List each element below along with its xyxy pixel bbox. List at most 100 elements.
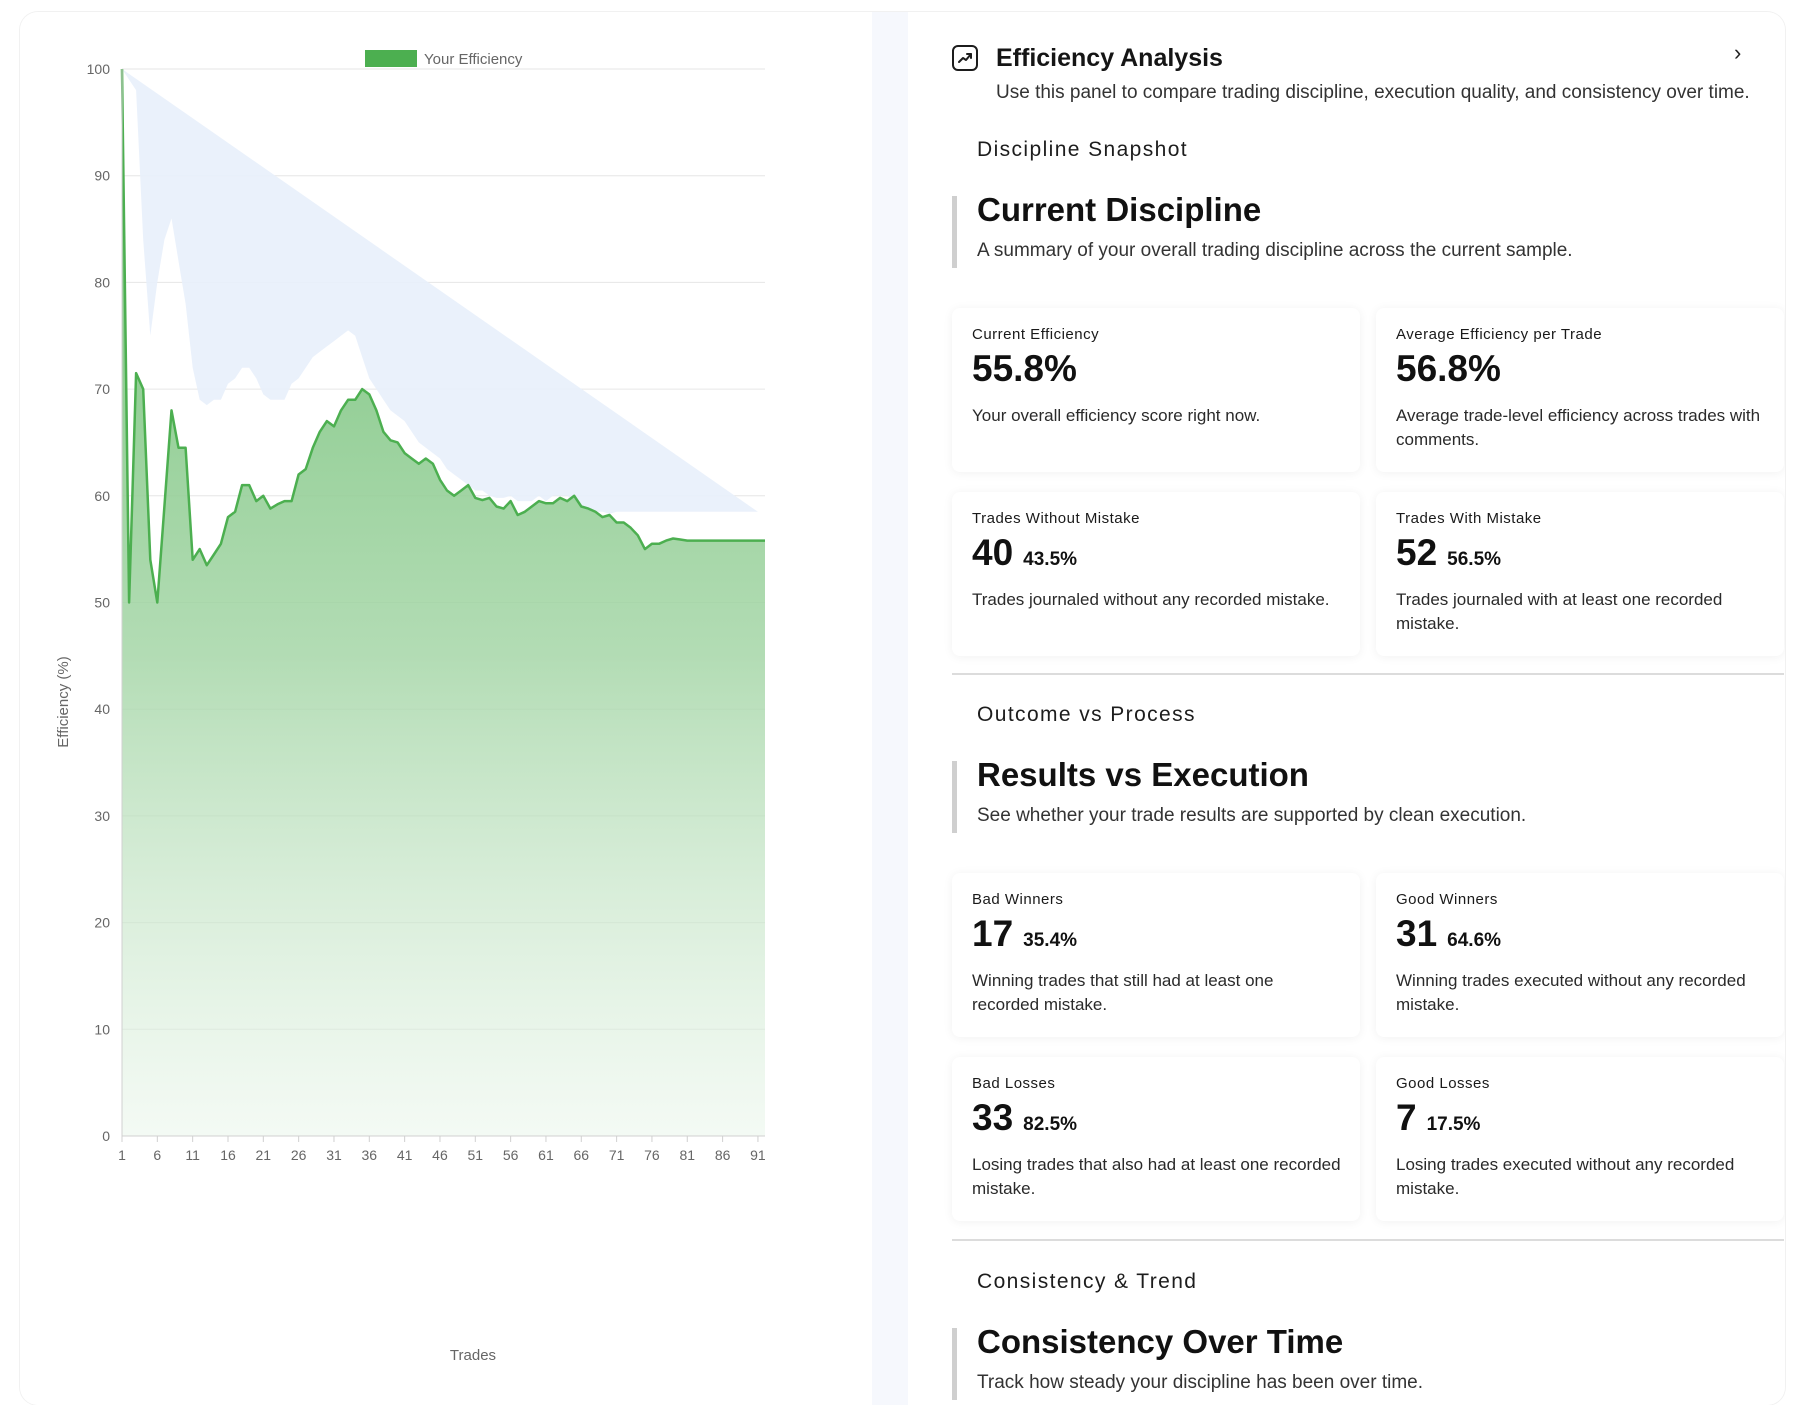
card-value: 17 35.4%	[972, 913, 1077, 955]
card-percent: 35.4%	[1023, 930, 1078, 951]
card-number: 31	[1396, 913, 1438, 954]
x-tick-label: 26	[291, 1147, 307, 1163]
efficiency-area	[122, 69, 765, 1136]
current-efficiency-card: Current Efficiency 55.8% Your overall ef…	[952, 308, 1360, 472]
discipline-section: Discipline Snapshot Current Discipline A…	[952, 138, 1784, 658]
y-axis-title: Efficiency (%)	[55, 656, 72, 747]
card-value: 55.8%	[972, 348, 1077, 390]
x-tick-label: 11	[185, 1147, 200, 1163]
card-number: 33	[972, 1097, 1014, 1138]
y-tick-label: 30	[94, 808, 110, 824]
trades-with-mistake-card: Trades With Mistake 52 56.5% Trades journ…	[1376, 492, 1784, 656]
section-header: Current Discipline A summary of your ove…	[952, 191, 1762, 268]
consistency-section: Consistency & Trend Consistency Over Tim…	[952, 1270, 1762, 1405]
x-tick-label: 86	[715, 1147, 731, 1163]
y-tick-label: 60	[94, 488, 110, 504]
section-divider	[952, 1239, 1784, 1241]
y-tick-label: 0	[102, 1128, 110, 1144]
efficiency-analysis-panel: Efficiency Analysis Use this panel to co…	[908, 12, 1785, 1405]
y-tick-label: 80	[94, 274, 110, 290]
x-tick-label: 61	[538, 1147, 554, 1163]
card-description: Average trade-level efficiency across tr…	[1396, 406, 1761, 449]
card-number: 17	[972, 913, 1014, 954]
card-value: 40 43.5%	[972, 532, 1077, 574]
legend-label[interactable]: Your Efficiency	[424, 51, 523, 68]
x-tick-label: 81	[679, 1147, 695, 1163]
x-tick-label: 51	[468, 1147, 484, 1163]
x-tick-label: 16	[220, 1147, 236, 1163]
card-label: Average Efficiency per Trade	[1396, 326, 1603, 343]
card-description: Losing trades that also had at least one…	[972, 1155, 1341, 1198]
section-description: See whether your trade results are suppo…	[977, 805, 1527, 826]
card-label: Bad Losses	[972, 1075, 1056, 1092]
card-description: Winning trades executed without any reco…	[1396, 971, 1746, 1014]
card-number: 52	[1396, 532, 1438, 573]
y-tick-label: 50	[94, 595, 110, 611]
panel-divider-gutter	[872, 12, 908, 1405]
section-description: A summary of your overall trading discip…	[977, 240, 1573, 261]
card-value: 56.8%	[1396, 348, 1501, 390]
card-value: 7 17.5%	[1396, 1097, 1480, 1139]
card-description: Losing trades executed without any recor…	[1396, 1155, 1735, 1198]
y-tick-label: 40	[94, 701, 110, 717]
section-kicker: Discipline Snapshot	[977, 138, 1189, 161]
section-header: Results vs Execution See whether your tr…	[952, 756, 1762, 833]
card-number: 7	[1396, 1097, 1417, 1138]
section-kicker: Outcome vs Process	[977, 703, 1196, 726]
card-percent: 82.5%	[1023, 1114, 1078, 1135]
efficiency-line[interactable]	[120, 68, 765, 604]
y-tick-label: 70	[94, 381, 110, 397]
chevron-right-icon[interactable]: ›	[1734, 40, 1742, 65]
bad-winners-card: Bad Winners 17 35.4% Winning trades that …	[952, 873, 1360, 1037]
x-tick-label: 56	[503, 1147, 519, 1163]
card-label: Good Losses	[1396, 1075, 1490, 1092]
x-tick-label: 71	[609, 1147, 625, 1163]
y-tick-label: 100	[87, 61, 111, 77]
x-tick-label: 41	[397, 1147, 413, 1163]
x-tick-label: 31	[326, 1147, 342, 1163]
x-tick-label: 1	[118, 1147, 126, 1163]
x-tick-label: 91	[750, 1147, 766, 1163]
x-tick-label: 36	[362, 1147, 378, 1163]
legend-swatch[interactable]	[365, 50, 417, 67]
panel-title: Efficiency Analysis	[996, 44, 1223, 72]
x-tick-label: 6	[153, 1147, 161, 1163]
card-label: Trades With Mistake	[1396, 510, 1542, 527]
card-number: 40	[972, 532, 1014, 573]
card-percent: 56.5%	[1447, 549, 1502, 570]
card-description: Trades journaled with at least one recor…	[1396, 590, 1723, 633]
app-frame: 0 10 20 30 40 50 60 70 80 90 100 1 6 11 16 21 26 31 36 41 46…	[20, 12, 1785, 1405]
section-title: Results vs Execution	[977, 756, 1309, 793]
y-tick-label: 90	[94, 168, 110, 184]
card-value: 31 64.6%	[1396, 913, 1501, 955]
card-value: 52 56.5%	[1396, 532, 1501, 574]
good-losses-card: Good Losses 7 17.5% Losing trades execute…	[1376, 1057, 1784, 1221]
trend-chart-icon	[952, 45, 978, 71]
section-title: Current Discipline	[977, 191, 1262, 228]
x-tick-label: 21	[256, 1147, 272, 1163]
x-tick-label: 46	[432, 1147, 448, 1163]
card-percent: 17.5%	[1426, 1114, 1481, 1135]
average-efficiency-card: Average Efficiency per Trade 56.8% Avera…	[1376, 308, 1784, 472]
bad-losses-card: Bad Losses 33 82.5% Losing trades that al…	[952, 1057, 1360, 1221]
trades-without-mistake-card: Trades Without Mistake 40 43.5% Trades jo…	[952, 492, 1360, 656]
card-label: Current Efficiency	[972, 326, 1100, 343]
y-tick-label: 20	[94, 915, 110, 931]
card-description: Your overall efficiency score right now.	[972, 406, 1261, 425]
section-description: Track how steady your discipline has bee…	[977, 1372, 1424, 1393]
efficiency-range-band	[122, 69, 758, 514]
card-number: 56.8%	[1396, 348, 1501, 389]
card-label: Trades Without Mistake	[972, 510, 1140, 527]
section-header: Consistency Over Time Track how steady y…	[952, 1323, 1762, 1400]
efficiency-chart-panel: 0 10 20 30 40 50 60 70 80 90 100 1 6 11 16 21 26 31 36 41 46…	[20, 12, 872, 1405]
card-label: Bad Winners	[972, 891, 1064, 908]
panel-subtitle: Use this panel to compare trading discip…	[996, 82, 1750, 103]
card-number: 55.8%	[972, 348, 1077, 389]
card-value: 33 82.5%	[972, 1097, 1077, 1139]
card-percent: 43.5%	[1023, 549, 1078, 570]
card-description: Winning trades that still had at least o…	[972, 971, 1274, 1014]
good-winners-card: Good Winners 31 64.6% Winning trades exec…	[1376, 873, 1784, 1037]
section-kicker: Consistency & Trend	[977, 1270, 1198, 1293]
card-label: Good Winners	[1396, 891, 1498, 908]
